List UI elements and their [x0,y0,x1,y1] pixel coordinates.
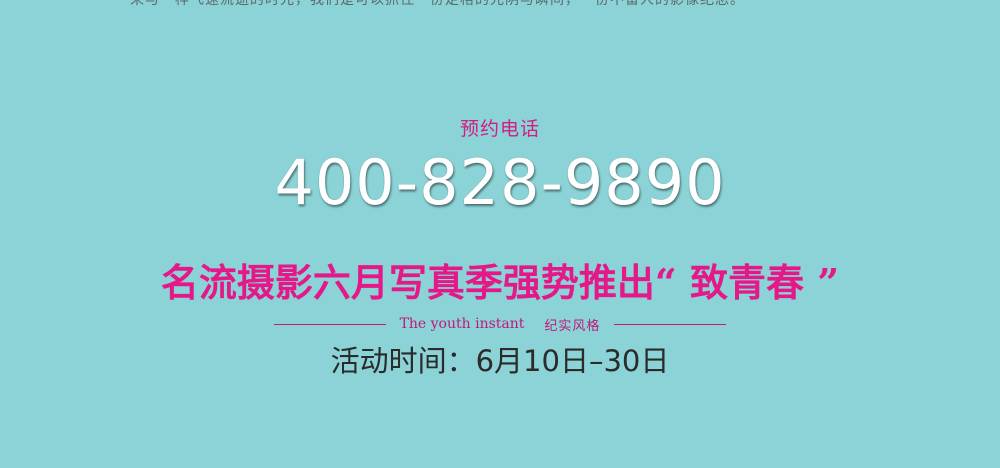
promo-headline: 名流摄影六月写真季强势推出“ 致青春 ” [160,260,840,305]
right-divider-line [614,323,727,325]
booking-phone-number[interactable]: 400-828-9890 [274,146,726,219]
activity-dates: 活动时间：6月10日–30日 [330,344,670,378]
subtitle-chinese: 纪实风格 [544,318,601,334]
subtitle-english: The youth instant [399,316,525,332]
booking-phone-label: 预约电话 [459,118,540,140]
promo-subtitle-row: The youth instant 纪实风格 [0,313,1000,335]
left-divider-line [273,323,386,325]
intro-text-cut: 来与一样飞速流逝的时光，我们是可以抓住一份定格的光阴与瞬间，一份不留人的影像纪念… [130,0,745,8]
